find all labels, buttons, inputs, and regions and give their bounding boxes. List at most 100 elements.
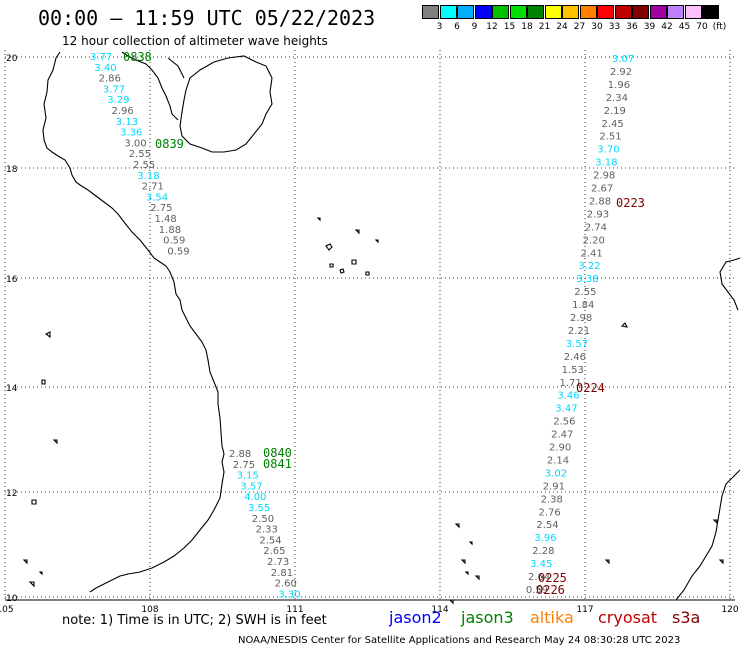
map-title: 00:00 – 11:59 UTC 05/22/2023 <box>38 6 376 30</box>
wave-height-label: 3.00 <box>124 138 146 149</box>
y-tick-label: 14 <box>6 384 18 394</box>
wave-height-label: 4.00 <box>244 492 266 503</box>
wave-height-label: 3.07 <box>612 54 634 65</box>
y-tick-label: 12 <box>6 489 17 499</box>
color-scale-label: 24 <box>556 22 568 32</box>
axis-ticks: 105 108 111 114 117 120 20 18 16 14 12 10 <box>0 54 739 615</box>
wave-height-label: 3.13 <box>116 117 138 128</box>
map-subtitle: 12 hour collection of altimeter wave hei… <box>62 34 328 48</box>
color-scale-cell <box>632 5 649 19</box>
wave-height-label: 2.50 <box>252 514 274 525</box>
color-scale-label: 6 <box>454 22 460 32</box>
color-scale-cell <box>509 5 527 19</box>
wave-height-label: 2.64 <box>528 572 550 583</box>
wave-height-label: 2.51 <box>599 132 621 143</box>
coastline-luzon <box>719 257 740 311</box>
wave-height-label: 2.92 <box>610 67 632 78</box>
pass-time-label: 0226 <box>536 583 565 597</box>
color-scale-label: 3 <box>436 22 443 32</box>
wave-height-label: 3.57 <box>566 339 588 350</box>
wave-height-label: 2.96 <box>112 106 134 117</box>
wave-height-label: 3.02 <box>545 468 567 479</box>
color-scale-cell <box>527 5 544 19</box>
wave-height-label: 3.18 <box>595 158 617 169</box>
x-tick-label: 108 <box>141 605 158 615</box>
wave-height-label: 2.46 <box>564 352 586 363</box>
wave-height-label: 2.60 <box>275 579 297 590</box>
color-scale-label: 45 <box>678 22 691 32</box>
color-scale-label: 12 <box>486 22 498 32</box>
color-scale-cell <box>597 5 614 19</box>
mission-label-s3a: s3a <box>672 608 701 627</box>
wave-height-label: 2.45 <box>602 119 624 130</box>
wave-height-label: 2.33 <box>256 525 278 536</box>
mission-label-jason2: jason2 <box>389 608 442 627</box>
color-scale-cell <box>439 5 457 19</box>
footer-credit: NOAA/NESDIS Center for Satellite Applica… <box>238 635 681 646</box>
wave-height-label: 2.98 <box>570 313 592 324</box>
wave-height-label: 2.93 <box>587 209 609 220</box>
wave-height-label: 3.15 <box>237 471 259 482</box>
wave-height-label: 3.46 <box>557 391 579 402</box>
color-scale-label: 27 <box>573 22 586 32</box>
wave-height-label: 2.47 <box>551 430 573 441</box>
coastline-hainan <box>179 55 273 153</box>
x-tick-label: 111 <box>286 605 303 615</box>
color-scale-cell <box>474 5 492 19</box>
wave-height-label: 1.71 <box>560 378 582 389</box>
color-scale-label: 70 <box>696 22 708 32</box>
wave-height-label: 3.47 <box>555 404 577 415</box>
y-tick-label: 20 <box>6 54 18 64</box>
wave-height-label: 3.45 <box>530 559 552 570</box>
mission-label-cryosat: cryosat <box>598 608 658 627</box>
wave-height-label: 1.88 <box>159 225 181 236</box>
pass-time-label: 0839 <box>155 137 184 151</box>
wave-height-label: 2.56 <box>553 417 575 428</box>
coastline-china <box>121 51 179 121</box>
wave-height-label: 2.19 <box>604 106 626 117</box>
pass-time-label: 0841 <box>263 457 292 471</box>
wave-height-label: 3.29 <box>107 95 129 106</box>
color-scale-cell <box>457 5 474 19</box>
wave-height-label: 3.38 <box>576 274 598 285</box>
wave-height-label: 3.57 <box>240 481 262 492</box>
y-tick-label: 18 <box>6 165 18 175</box>
wave-height-label: 2.21 <box>568 326 590 337</box>
color-scale-label: 21 <box>538 22 551 32</box>
legend-note: note: 1) Time is in UTC; 2) SWH is in fe… <box>62 613 327 628</box>
x-tick-label: 120 <box>721 605 738 615</box>
wave-height-label: 3.55 <box>248 503 270 514</box>
wave-height-label: 2.98 <box>593 171 615 182</box>
wave-height-label: 3.96 <box>534 533 556 544</box>
mission-label-jason3: jason3 <box>461 608 514 627</box>
y-tick-label: 10 <box>6 594 18 604</box>
color-scale-cell <box>544 5 562 19</box>
wave-height-label: 2.75 <box>233 460 255 471</box>
wave-height-label: 2.54 <box>536 520 558 531</box>
wave-height-label: 2.75 <box>150 203 172 214</box>
pass-time-label: 0223 <box>616 196 645 210</box>
color-scale-label: 9 <box>471 22 478 32</box>
altimeter-tracks: 3.773.402.863.773.292.963.133.363.002.55… <box>90 50 645 600</box>
wave-height-label: 3.77 <box>103 84 125 95</box>
wave-height-label: 2.74 <box>585 222 607 233</box>
wave-height-label: 2.71 <box>142 182 164 193</box>
wave-height-label: 2.55 <box>133 160 155 171</box>
coastline-mainland <box>42 51 225 593</box>
coastline-mindoro <box>675 469 740 601</box>
color-scale-label: 15 <box>503 22 516 32</box>
wave-height-label: 3.22 <box>578 261 600 272</box>
color-scale-cell <box>562 5 579 19</box>
color-scale-label: 30 <box>591 22 603 32</box>
color-scale-cell <box>667 5 684 19</box>
coastline <box>22 51 740 605</box>
x-tick-label: 117 <box>576 605 593 615</box>
wave-height-label: 0.59 <box>163 236 185 247</box>
wave-height-label: 2.88 <box>229 449 251 460</box>
wave-height-label: 0.59 <box>526 585 548 596</box>
color-scale-label: 18 <box>521 22 533 32</box>
color-scale-label: (ft) <box>712 22 727 32</box>
wave-height-label: 2.54 <box>259 535 281 546</box>
wave-height-label: 2.38 <box>541 494 563 505</box>
